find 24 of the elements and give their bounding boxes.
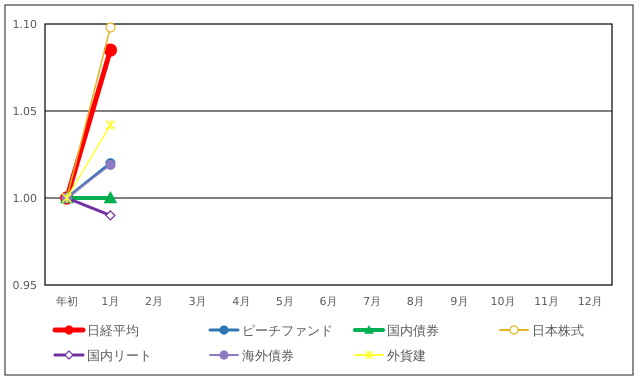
legend-label: ピーチファンド: [242, 324, 333, 339]
x-tick-label: 8月: [406, 295, 425, 308]
legend-label: 日本株式: [532, 324, 584, 339]
x-tick-label: 3月: [188, 295, 207, 308]
legend-label: 国内リート: [87, 349, 152, 364]
legend-label: 海外債券: [242, 349, 294, 364]
x-tick-label: 4月: [232, 295, 250, 308]
x-tick-label: 6月: [320, 295, 338, 308]
y-tick-label: 1.10: [12, 18, 37, 31]
legend-label: 外貨建: [387, 349, 426, 364]
x-tick-label: 12月: [578, 295, 603, 308]
x-tick-label: 2月: [145, 295, 164, 308]
legend-label: 国内債券: [387, 324, 439, 339]
x-tick-label: 7月: [363, 295, 382, 308]
x-tick-label: 9月: [450, 295, 468, 308]
x-tick-label: 10月: [490, 295, 516, 308]
y-tick-label: 1.05: [12, 105, 37, 118]
y-tick-label: 1.00: [12, 192, 37, 205]
x-tick-label: 年初: [56, 295, 78, 308]
y-tick-label: 0.95: [12, 279, 37, 292]
x-tick-label: 1月: [101, 295, 120, 308]
legend-label: 日経平均: [87, 324, 139, 339]
x-tick-label: 5月: [276, 295, 294, 308]
x-tick-label: 11月: [534, 295, 560, 308]
